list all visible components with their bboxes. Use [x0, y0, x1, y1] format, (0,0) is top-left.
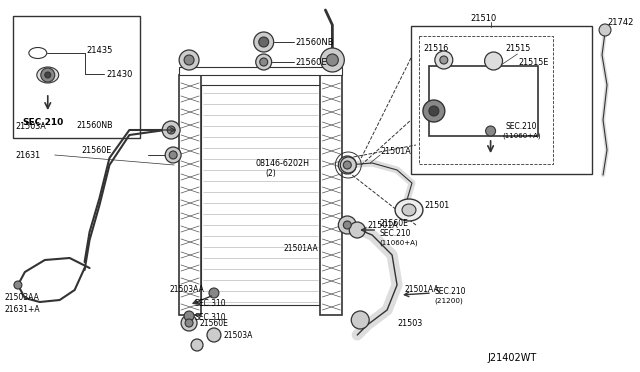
- Bar: [201, 85, 321, 305]
- Circle shape: [162, 121, 180, 139]
- Text: 21503: 21503: [397, 318, 422, 327]
- Text: (11060+A): (11060+A): [379, 240, 418, 246]
- Circle shape: [181, 315, 197, 331]
- Text: SEC.210: SEC.210: [379, 228, 411, 237]
- Circle shape: [179, 50, 199, 70]
- Circle shape: [165, 147, 181, 163]
- Circle shape: [326, 54, 339, 66]
- Text: 21560NB: 21560NB: [296, 38, 334, 46]
- Circle shape: [256, 54, 271, 70]
- Circle shape: [45, 72, 51, 78]
- Ellipse shape: [29, 48, 47, 58]
- Circle shape: [184, 55, 194, 65]
- Circle shape: [599, 24, 611, 36]
- Ellipse shape: [37, 67, 59, 83]
- Text: SEC.310: SEC.310: [194, 314, 226, 323]
- Text: 21515E: 21515E: [518, 58, 549, 67]
- Circle shape: [209, 288, 219, 298]
- Circle shape: [343, 161, 351, 169]
- Text: 21515: 21515: [506, 44, 531, 52]
- Text: 21516: 21516: [423, 44, 448, 52]
- Circle shape: [167, 126, 175, 134]
- Text: 21631: 21631: [15, 151, 40, 160]
- Circle shape: [486, 126, 495, 136]
- Circle shape: [191, 339, 203, 351]
- Text: 21560E: 21560E: [199, 318, 228, 327]
- Bar: [179, 67, 342, 75]
- Text: (21200): (21200): [435, 298, 463, 304]
- Bar: [411, 26, 592, 174]
- Circle shape: [185, 319, 193, 327]
- Text: 21503A: 21503A: [224, 330, 253, 340]
- Text: 21501: 21501: [424, 201, 449, 209]
- Text: SEC.210: SEC.210: [506, 122, 537, 131]
- Text: 21501A: 21501A: [380, 147, 411, 155]
- Text: 21560E: 21560E: [296, 58, 327, 67]
- Circle shape: [484, 52, 502, 70]
- Text: 21560E: 21560E: [379, 218, 408, 228]
- Ellipse shape: [395, 199, 423, 221]
- Text: 21560NB: 21560NB: [77, 121, 113, 129]
- Circle shape: [440, 56, 448, 64]
- Circle shape: [343, 221, 351, 229]
- Bar: [13, 16, 140, 138]
- Text: 21501AA: 21501AA: [404, 285, 439, 295]
- Text: 21435: 21435: [86, 45, 113, 55]
- Circle shape: [253, 32, 274, 52]
- Circle shape: [339, 156, 356, 174]
- Circle shape: [340, 157, 356, 173]
- Text: 21560E: 21560E: [81, 145, 112, 154]
- Circle shape: [207, 328, 221, 342]
- Bar: [179, 75, 201, 315]
- Circle shape: [339, 216, 356, 234]
- Circle shape: [321, 48, 344, 72]
- Text: 21501AA: 21501AA: [284, 244, 318, 253]
- Circle shape: [184, 311, 194, 321]
- Circle shape: [169, 151, 177, 159]
- Text: J21402WT: J21402WT: [488, 353, 537, 363]
- Text: 21503AA: 21503AA: [169, 285, 204, 294]
- Circle shape: [435, 51, 452, 69]
- Text: SEC.210: SEC.210: [22, 118, 63, 126]
- Text: 21631+A: 21631+A: [5, 305, 40, 314]
- Text: SEC.310: SEC.310: [194, 299, 226, 308]
- Text: 21503AA: 21503AA: [5, 294, 40, 302]
- Circle shape: [423, 100, 445, 122]
- Circle shape: [260, 58, 268, 66]
- Bar: [429, 66, 538, 136]
- Ellipse shape: [402, 204, 416, 216]
- Text: 21501A: 21501A: [367, 221, 398, 230]
- Text: 08146-6202H: 08146-6202H: [256, 158, 310, 167]
- Text: (2): (2): [266, 169, 276, 177]
- Text: 21503A: 21503A: [15, 122, 45, 131]
- Text: 21742: 21742: [607, 17, 634, 26]
- Circle shape: [14, 281, 22, 289]
- Text: 21430: 21430: [106, 70, 133, 78]
- Circle shape: [429, 106, 439, 116]
- Circle shape: [41, 68, 55, 82]
- Text: SEC.210: SEC.210: [435, 286, 467, 295]
- Text: 21510: 21510: [470, 13, 497, 22]
- Circle shape: [349, 222, 365, 238]
- Circle shape: [351, 311, 369, 329]
- Text: (11060+A): (11060+A): [502, 133, 541, 139]
- Circle shape: [259, 37, 269, 47]
- Bar: [321, 75, 342, 315]
